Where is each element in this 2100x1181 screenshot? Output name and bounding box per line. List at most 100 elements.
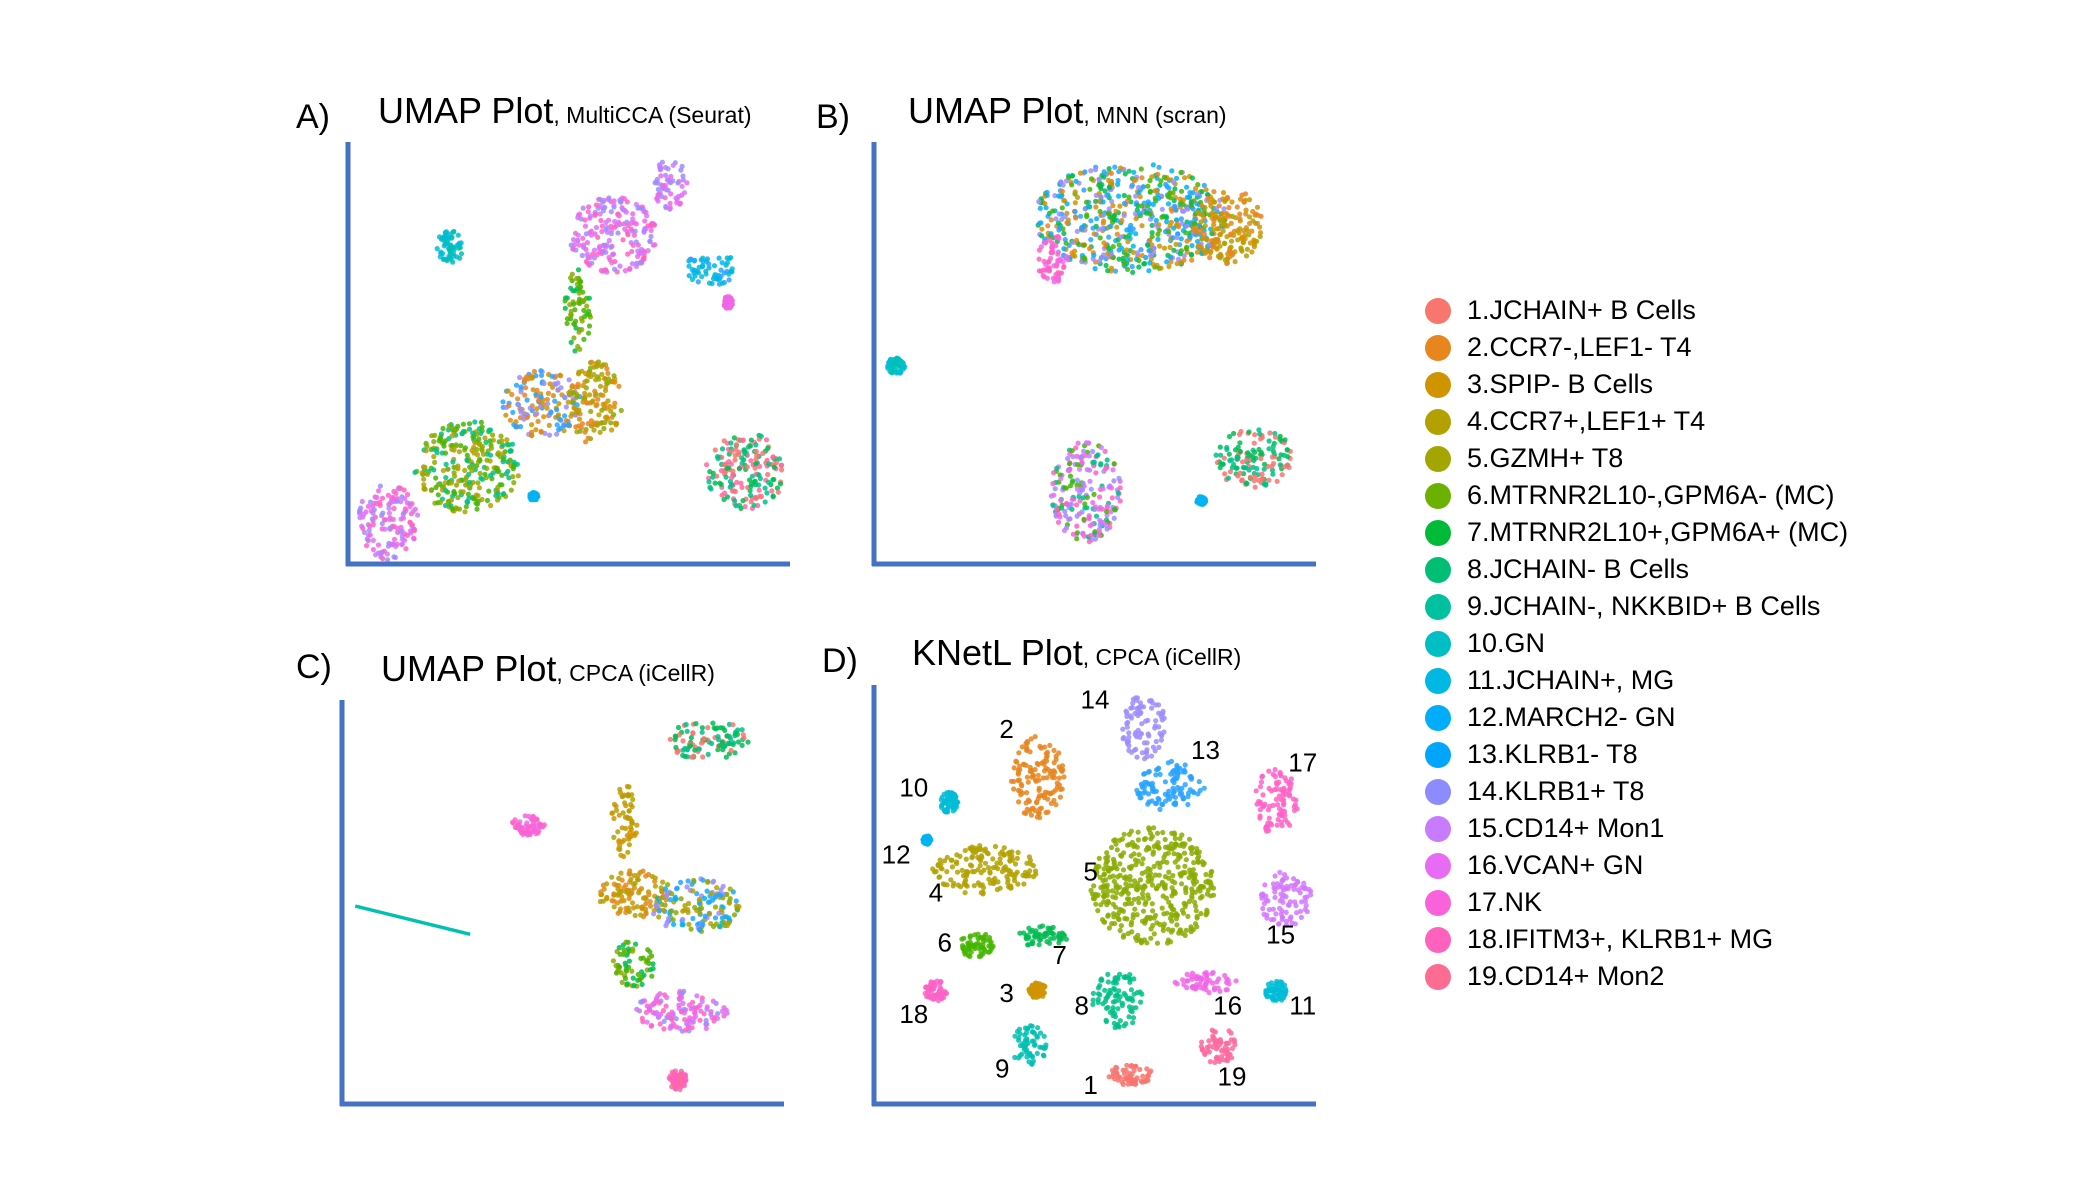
point (744, 464, 750, 470)
point (1166, 185, 1172, 191)
point (456, 506, 463, 512)
point (736, 466, 743, 472)
point (1237, 440, 1243, 446)
point (1251, 440, 1257, 446)
point (1205, 195, 1211, 201)
point (1069, 496, 1075, 502)
point (674, 886, 680, 892)
point (1149, 230, 1155, 236)
point (1203, 250, 1209, 256)
point (1206, 242, 1212, 248)
point (1099, 917, 1106, 923)
point (623, 803, 629, 809)
point (667, 1073, 674, 1079)
point (1077, 454, 1084, 460)
point (570, 390, 577, 396)
point (615, 892, 621, 898)
cluster-6-panel-2 (885, 355, 908, 376)
point (583, 231, 590, 237)
point (1129, 919, 1135, 925)
point (1103, 522, 1109, 528)
point (516, 402, 522, 408)
point (1213, 452, 1219, 458)
point (1182, 863, 1188, 869)
point (720, 725, 726, 731)
point (617, 846, 623, 853)
point (1111, 859, 1117, 865)
point (568, 275, 574, 281)
point (1041, 768, 1048, 774)
point (652, 883, 659, 889)
point (1048, 217, 1054, 223)
point (1145, 183, 1151, 189)
point (597, 211, 603, 217)
point (680, 908, 686, 914)
point (1096, 532, 1102, 539)
point (1117, 837, 1123, 844)
panel-title-a-main: UMAP Plot (378, 90, 554, 131)
point (499, 472, 505, 478)
point (1036, 199, 1042, 205)
point (538, 368, 544, 374)
point (1118, 852, 1124, 858)
point (1162, 836, 1168, 843)
point (552, 398, 558, 404)
point (1066, 516, 1072, 523)
point (1180, 869, 1186, 876)
point (1170, 785, 1176, 792)
point (456, 478, 462, 484)
point (1228, 231, 1234, 237)
point (477, 457, 483, 464)
cluster-label-7: 7 (1052, 940, 1066, 970)
point (538, 394, 544, 400)
point (675, 724, 682, 731)
point (1116, 168, 1122, 175)
point (728, 440, 734, 446)
point (1027, 808, 1033, 814)
point (385, 557, 391, 563)
point (701, 1011, 707, 1017)
point (1130, 269, 1136, 275)
point (688, 735, 695, 741)
point (1241, 199, 1247, 205)
point (486, 488, 492, 494)
point (1098, 977, 1104, 983)
point (937, 857, 943, 863)
point (1191, 860, 1197, 866)
point (1104, 464, 1110, 470)
point (656, 162, 663, 168)
point (697, 1017, 703, 1023)
point (1093, 470, 1099, 476)
point (1202, 205, 1208, 211)
point (370, 547, 376, 553)
point (1231, 430, 1237, 437)
point (1119, 907, 1125, 913)
point (986, 876, 992, 882)
point (670, 917, 676, 923)
point (606, 237, 612, 244)
point (1131, 896, 1137, 902)
point (1090, 459, 1096, 465)
point (1168, 939, 1174, 945)
point (1061, 527, 1068, 534)
point (1130, 249, 1137, 255)
point (1051, 279, 1057, 285)
point (625, 946, 632, 952)
point (1233, 465, 1239, 471)
point (1250, 218, 1256, 224)
point (391, 505, 397, 512)
point (687, 256, 693, 262)
point (756, 482, 762, 488)
point (372, 514, 378, 520)
cluster-label-2: 2 (999, 714, 1013, 744)
point (629, 900, 636, 906)
point (433, 484, 439, 491)
point (1140, 908, 1147, 914)
point (760, 450, 766, 456)
point (1166, 869, 1172, 875)
point (962, 949, 969, 956)
point (603, 405, 610, 411)
point (680, 177, 686, 183)
point (1187, 774, 1193, 780)
point (1244, 481, 1250, 487)
